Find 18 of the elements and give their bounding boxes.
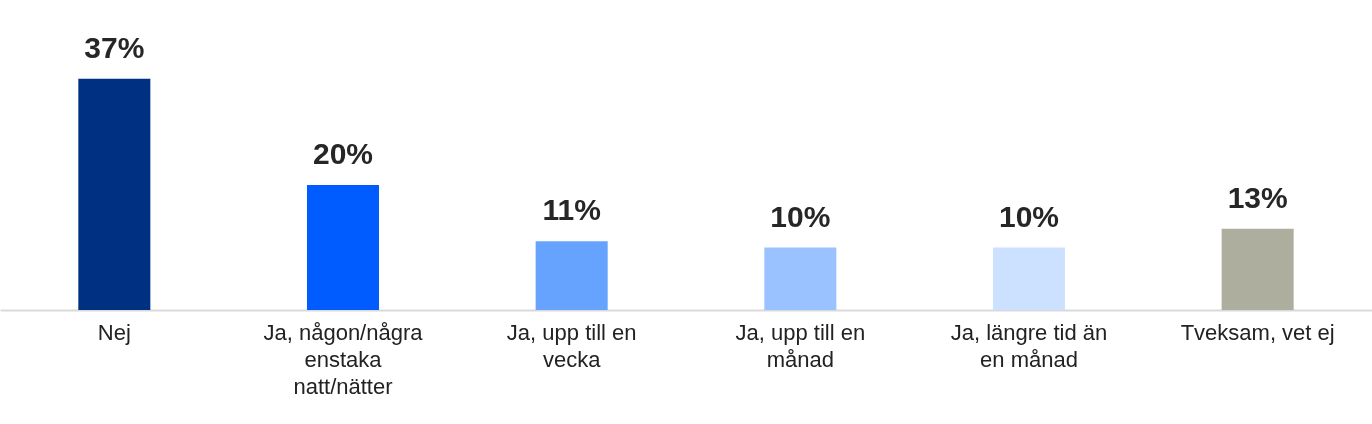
data-label: 37% bbox=[84, 30, 145, 64]
x-tick-label: Ja, längre tid än en månad bbox=[950, 319, 1108, 372]
x-tick-label: Tveksam, vet ej bbox=[1180, 319, 1335, 345]
x-tick-label: Ja, någon/några enstaka natt/nätter bbox=[263, 319, 424, 399]
bar bbox=[992, 247, 1066, 310]
data-label: 10% bbox=[998, 199, 1060, 233]
data-label: 13% bbox=[1227, 180, 1288, 214]
bar bbox=[535, 241, 608, 310]
x-tick-label: Ja, upp till en månad bbox=[735, 319, 866, 372]
bar bbox=[78, 78, 151, 310]
bar bbox=[764, 247, 837, 310]
data-label: 10% bbox=[770, 199, 831, 233]
bar bbox=[1221, 228, 1294, 310]
bar bbox=[306, 185, 380, 310]
data-label: 20% bbox=[312, 137, 374, 170]
data-label: 11% bbox=[542, 193, 601, 227]
x-tick-label: Ja, upp till en vecka bbox=[506, 319, 637, 372]
x-tick-label: Nej bbox=[97, 319, 131, 345]
